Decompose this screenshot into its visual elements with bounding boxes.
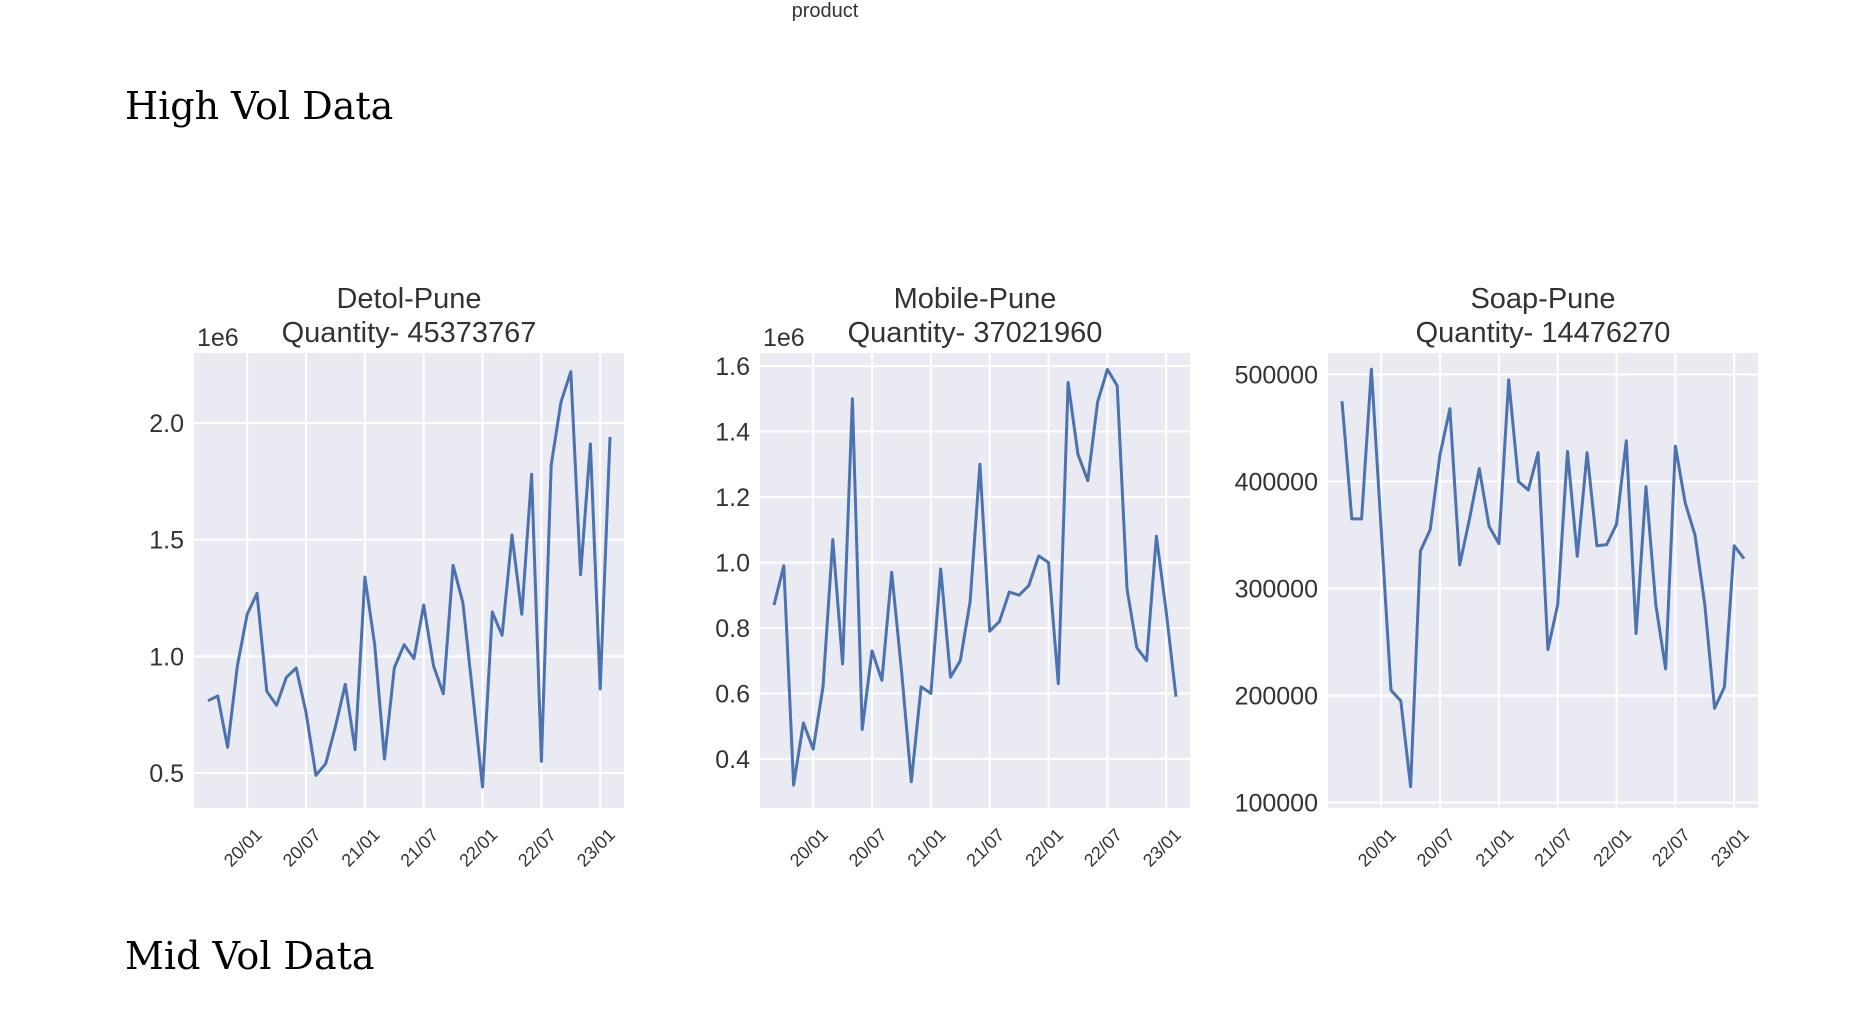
x-tick-label: 20/07	[1413, 825, 1459, 871]
chart-subtitle: Quantity- 37021960	[848, 317, 1103, 349]
series-line	[1340, 367, 1746, 789]
x-tick-label: 22/07	[1080, 825, 1126, 871]
chart-title: Soap-Pune	[1470, 283, 1615, 315]
x-tick-label: 23/01	[1707, 825, 1753, 871]
axis-offset-label: 1e6	[197, 324, 239, 352]
x-tick-label: 22/07	[514, 825, 560, 871]
x-tick-label: 21/07	[962, 825, 1008, 871]
y-tick-label: 1.2	[715, 484, 750, 512]
chart-subtitle: Quantity- 45373767	[282, 317, 537, 349]
x-tick-label: 21/07	[1530, 825, 1576, 871]
series-line	[772, 367, 1178, 787]
x-tick-label: 22/01	[455, 825, 501, 871]
top-label: product	[791, 0, 859, 22]
y-tick-label: 400000	[1235, 468, 1318, 496]
series-line	[207, 370, 612, 789]
y-tick-label: 1.6	[715, 353, 750, 381]
y-tick-label: 2.0	[149, 410, 184, 438]
chart-title: Mobile-Pune	[894, 283, 1057, 315]
x-tick-label: 22/07	[1648, 825, 1694, 871]
y-tick-label: 500000	[1235, 361, 1318, 389]
y-tick-label: 1.4	[715, 419, 750, 447]
x-tick-label: 23/01	[1139, 825, 1185, 871]
x-tick-label: 21/01	[1472, 825, 1518, 871]
y-tick-label: 1.5	[149, 527, 184, 555]
x-tick-label: 22/01	[1021, 825, 1067, 871]
y-tick-label: 0.6	[715, 680, 750, 708]
y-tick-label: 0.5	[149, 760, 184, 788]
y-tick-label: 1.0	[149, 643, 184, 671]
section-heading-mid-vol: Mid Vol Data	[125, 934, 375, 978]
y-tick-label: 200000	[1235, 683, 1318, 711]
x-tick-label: 21/01	[904, 825, 950, 871]
x-tick-label: 20/07	[279, 825, 325, 871]
x-tick-label: 20/01	[220, 825, 266, 871]
x-tick-label: 23/01	[573, 825, 619, 871]
y-tick-label: 1.0	[715, 549, 750, 577]
x-tick-label: 21/07	[396, 825, 442, 871]
axis-offset-label: 1e6	[763, 324, 805, 352]
y-tick-label: 0.8	[715, 615, 750, 643]
x-tick-label: 20/01	[1354, 825, 1400, 871]
x-tick-label: 22/01	[1589, 825, 1635, 871]
chart-0: 0.5 1.0 1.5 2.0 20/01 20/07 21/01 21/07 22/01 22/…	[149, 283, 624, 871]
chart-subtitle: Quantity- 14476270	[1416, 317, 1671, 349]
x-tick-label: 20/07	[845, 825, 891, 871]
y-tick-label: 300000	[1235, 576, 1318, 604]
y-tick-label: 0.4	[715, 746, 750, 774]
x-tick-label: 21/01	[338, 825, 384, 871]
y-tick-label: 100000	[1235, 790, 1318, 818]
section-heading-high-vol: High Vol Data	[125, 84, 394, 128]
chart-2: 100000 200000 300000 400000 500000 20/01 20/07…	[1235, 283, 1758, 871]
x-tick-label: 20/01	[786, 825, 832, 871]
chart-1: 0.4 0.6 0.8 1.0 1.2 1.4 1.6 20/01 20/07 21/01 21/0…	[715, 283, 1190, 871]
chart-title: Detol-Pune	[336, 283, 481, 315]
plot-area	[194, 353, 624, 808]
